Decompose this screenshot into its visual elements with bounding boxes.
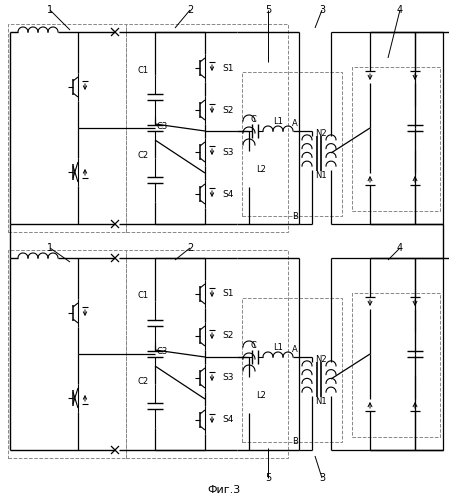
Text: N2: N2	[315, 354, 326, 363]
Text: S3: S3	[222, 148, 233, 157]
Bar	[126, 250, 288, 458]
Text: 3: 3	[319, 473, 325, 483]
Text: S2: S2	[222, 331, 233, 340]
Bar	[8, 24, 126, 232]
Text: 4: 4	[397, 243, 403, 253]
Bar	[352, 293, 440, 437]
Text: S4: S4	[222, 416, 233, 425]
Text: S2: S2	[222, 105, 233, 114]
Text: L1: L1	[273, 116, 283, 126]
Text: L1: L1	[273, 342, 283, 351]
Text: N1: N1	[315, 397, 326, 406]
Text: 1: 1	[47, 243, 53, 253]
Text: B: B	[292, 438, 298, 447]
Text: 3: 3	[319, 5, 325, 15]
Text: N1: N1	[315, 171, 326, 180]
Text: C2: C2	[137, 377, 149, 386]
Text: L2: L2	[256, 165, 266, 174]
Text: 2: 2	[187, 243, 193, 253]
Text: S3: S3	[222, 373, 233, 383]
Bar	[242, 72, 342, 216]
Text: C3: C3	[156, 121, 167, 131]
Text: A: A	[292, 344, 298, 353]
Text: A: A	[292, 118, 298, 128]
Text: C1: C1	[137, 65, 149, 74]
Text: 2: 2	[187, 5, 193, 15]
Text: 5: 5	[265, 473, 271, 483]
Text: S4: S4	[222, 190, 233, 199]
Text: Фиг.3: Фиг.3	[207, 485, 241, 495]
Bar	[126, 24, 288, 232]
Text: C: C	[250, 114, 256, 123]
Text: C1: C1	[137, 291, 149, 300]
Bar	[352, 67, 440, 211]
Text: N2: N2	[315, 129, 326, 138]
Text: C: C	[250, 340, 256, 349]
Text: S1: S1	[222, 63, 233, 72]
Text: C3: C3	[156, 347, 167, 356]
Text: 5: 5	[265, 5, 271, 15]
Text: 4: 4	[397, 5, 403, 15]
Text: B: B	[292, 212, 298, 221]
Text: C2: C2	[137, 151, 149, 160]
Text: L2: L2	[256, 391, 266, 400]
Text: S1: S1	[222, 289, 233, 298]
Bar	[8, 250, 126, 458]
Text: 1: 1	[47, 5, 53, 15]
Bar	[242, 298, 342, 442]
